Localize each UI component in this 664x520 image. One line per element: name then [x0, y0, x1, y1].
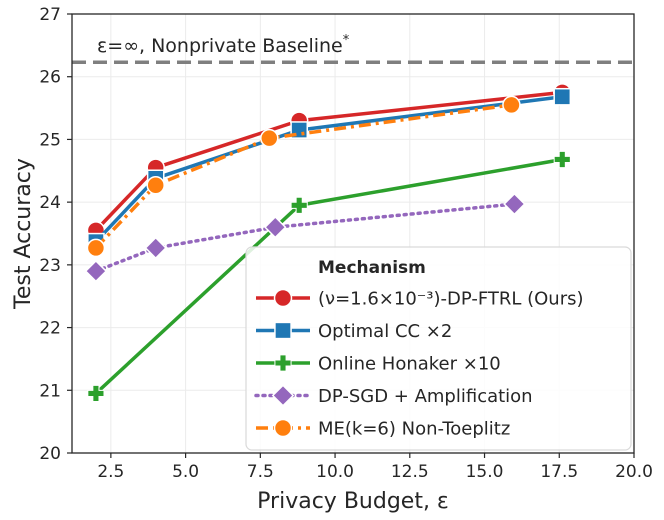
data-point-circle — [273, 288, 293, 308]
legend-label: Optimal CC ×2 — [318, 321, 452, 342]
data-point-diamond — [84, 259, 108, 283]
x-tick-label: 7.5 — [247, 462, 274, 482]
legend-box — [245, 246, 632, 451]
baseline-group: ε=∞, Nonprivate Baseline* — [72, 33, 634, 65]
y-tick-label: 26 — [39, 68, 61, 88]
axes — [71, 13, 635, 454]
baseline-label: ε=∞, Nonprivate Baseline* — [97, 33, 350, 57]
x-tick-label: 2.5 — [97, 462, 124, 482]
y-tick-label: 25 — [39, 130, 61, 150]
data-point-circle — [260, 128, 279, 148]
series-line — [94, 95, 563, 243]
y-tick-label: 21 — [39, 381, 61, 401]
x-tick-label: 20.0 — [615, 462, 653, 482]
tick-labels: 2.5 5.0 7.5 10.0 12.5 15.0 17.5 20.0 20 21 22 23 24 2… — [39, 5, 653, 482]
data-point-square — [274, 321, 292, 340]
legend-label: (ν=1.6×10⁻³)-DP-FTRL (Ours) — [318, 289, 584, 310]
y-tick-label: 23 — [39, 256, 61, 276]
series-layer — [84, 83, 572, 402]
legend-item: DP-SGD + Amplification — [254, 384, 533, 407]
legend-label: ME(k=6) Non-Toeplitz — [318, 419, 510, 440]
data-point-circle — [502, 95, 521, 115]
data-point-plus — [274, 354, 292, 372]
x-axis-title: Privacy Budget, ε — [257, 489, 449, 514]
data-point-diamond — [503, 192, 526, 216]
legend-item: (ν=1.6×10⁻³)-DP-FTRL (Ours) — [256, 289, 584, 310]
x-tick-label: 5.0 — [172, 462, 199, 482]
legend: Mechanism (ν=1.6×10⁻³)-DP-FTRL (Ours) Opti… — [245, 246, 632, 451]
series-line — [94, 103, 512, 250]
series-line — [94, 90, 563, 232]
data-point-diamond — [144, 236, 167, 260]
data-point-square — [553, 87, 572, 106]
axes-frame — [71, 13, 635, 454]
legend-item: Online Honaker ×10 — [256, 354, 501, 375]
y-tick-label: 27 — [39, 5, 61, 25]
series-4 — [84, 192, 526, 283]
data-point-circle — [146, 175, 165, 195]
y-tick-label: 24 — [39, 193, 61, 213]
series-5 — [86, 95, 521, 258]
data-point-circle — [86, 238, 106, 258]
data-point-plus — [87, 384, 105, 402]
x-tick-label: 12.5 — [391, 462, 429, 482]
y-tick-label: 20 — [39, 444, 61, 464]
legend-item: Optimal CC ×2 — [256, 321, 452, 342]
data-point-diamond — [264, 215, 287, 239]
y-tick-label: 22 — [39, 319, 61, 339]
x-tick-label: 10.0 — [316, 462, 354, 482]
data-point-circle — [273, 418, 293, 438]
data-point-diamond — [271, 384, 295, 407]
legend-label: DP-SGD + Amplification — [318, 386, 533, 407]
data-point-plus — [553, 150, 571, 169]
legend-label: Online Honaker ×10 — [318, 354, 501, 375]
x-tick-label: 17.5 — [540, 462, 578, 482]
legend-title: Mechanism — [318, 258, 426, 278]
series-line — [94, 202, 517, 273]
y-axis-title: Test Accuracy — [11, 158, 36, 310]
data-point-plus — [290, 196, 308, 214]
series-3 — [87, 150, 571, 402]
x-tick-label: 15.0 — [466, 462, 504, 482]
baseline-label-asterisk: * — [343, 33, 350, 48]
legend-item: ME(k=6) Non-Toeplitz — [256, 419, 510, 440]
